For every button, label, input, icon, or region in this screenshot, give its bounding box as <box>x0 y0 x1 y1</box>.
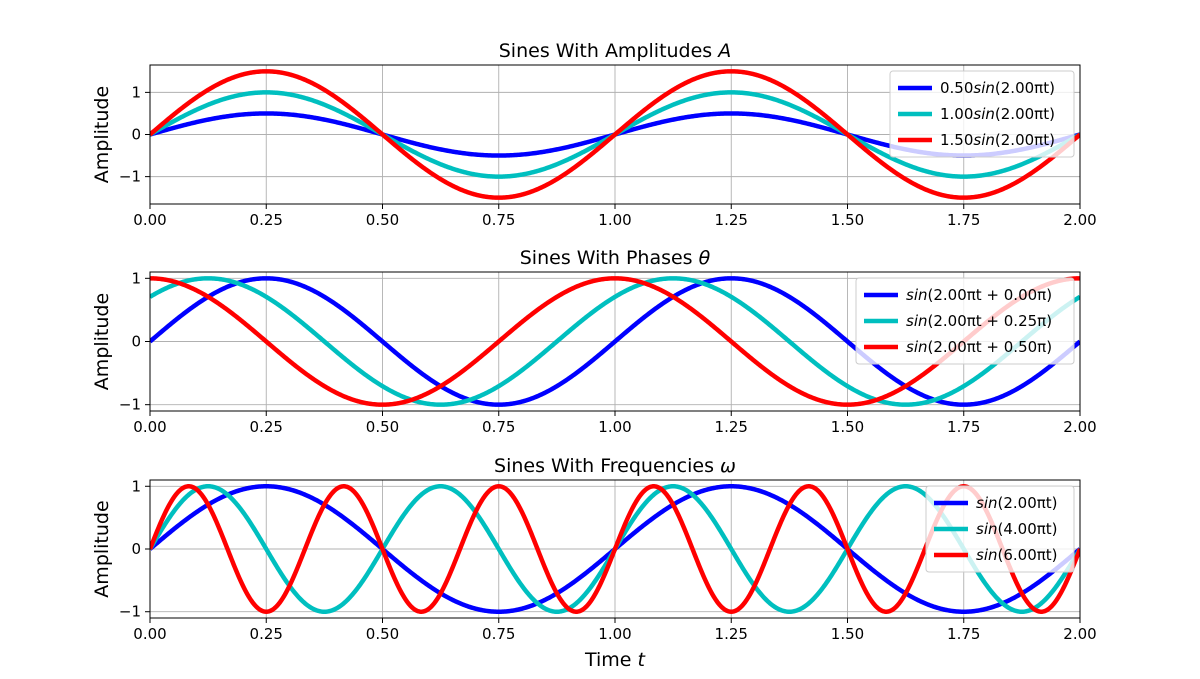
legend-entry-label: sin(2.00πt + 0.25π) <box>906 312 1052 330</box>
legend-entry-label: 0.50sin(2.00πt) <box>940 79 1055 97</box>
x-tick-label: 1.25 <box>715 625 748 643</box>
legend-entry-prefix: 1.00 <box>940 105 973 123</box>
x-tick-label: 0.75 <box>482 625 515 643</box>
legend-entry-argument: (2.00πt) <box>995 131 1055 149</box>
legend-entry-argument: (2.00πt + 0.50π) <box>928 338 1053 356</box>
x-tick-label: 1.75 <box>947 418 980 436</box>
x-tick-label: 0.50 <box>366 211 399 229</box>
y-axis-label: Amplitude <box>91 86 113 183</box>
legend-entry-label: sin(4.00πt) <box>976 520 1058 538</box>
y-tick-label: 0 <box>131 333 141 351</box>
x-tick-label: 1.25 <box>715 418 748 436</box>
x-tick-label: 1.00 <box>598 625 631 643</box>
legend-entry-function: sin <box>976 546 998 564</box>
x-tick-label: 1.00 <box>598 418 631 436</box>
series-group <box>150 276 1080 407</box>
legend-frame <box>855 277 1075 365</box>
legend-entry-argument: (2.00πt) <box>995 105 1055 123</box>
x-tick-label: 2.00 <box>1063 211 1096 229</box>
legend: sin(2.00πt + 0.00π)sin(2.00πt + 0.25π)si… <box>855 277 1075 365</box>
x-tick-label: 0.25 <box>250 211 283 229</box>
title-text: Sines With Phases <box>520 247 699 269</box>
y-tick-label: 0 <box>131 540 141 558</box>
subplot-title: Sines With Phases θ <box>520 247 711 269</box>
legend-entry-function: sin <box>906 312 928 330</box>
title-text: Sines With Frequencies <box>494 455 720 477</box>
y-tick-label: 0 <box>131 126 141 144</box>
legend-entry-argument: (2.00πt + 0.25π) <box>928 312 1053 330</box>
x-tick-label: 1.50 <box>831 418 864 436</box>
y-tick-label: −1 <box>119 168 141 186</box>
x-tick-label: 0.00 <box>133 418 166 436</box>
x-tick-label: 1.00 <box>598 211 631 229</box>
x-tick-label: 0.25 <box>250 418 283 436</box>
subplot-3: 0.00 0.25 0.50 0.75 1.00 1.25 1.50 1.75 2.00 −1 0 1… <box>91 455 1097 671</box>
series-group <box>150 484 1080 614</box>
title-symbol: ω <box>720 455 736 477</box>
x-tick-label: 0.50 <box>366 625 399 643</box>
legend-entry-label: sin(2.00πt + 0.50π) <box>906 338 1052 356</box>
x-axis-label-text: Time <box>584 649 638 671</box>
y-axis-label: Amplitude <box>91 293 113 390</box>
legend-entry-label: 1.50sin(2.00πt) <box>940 131 1055 149</box>
legend-entry-label: 1.00sin(2.00πt) <box>940 105 1055 123</box>
series-line-3 <box>150 69 1080 200</box>
x-tick-label: 0.75 <box>482 418 515 436</box>
x-tick-label: 2.00 <box>1063 625 1096 643</box>
x-tick-label: 2.00 <box>1063 418 1096 436</box>
x-tick-label: 0.25 <box>250 625 283 643</box>
x-tick-label: 0.50 <box>366 418 399 436</box>
title-symbol: θ <box>699 247 711 269</box>
series-line-3 <box>150 276 1080 407</box>
legend-entry-prefix: 1.50 <box>940 131 973 149</box>
y-tick-label: −1 <box>119 603 141 621</box>
subplot-2: 0.00 0.25 0.50 0.75 1.00 1.25 1.50 1.75 2.00 −1 0 1… <box>91 247 1097 436</box>
legend-entry-function: sin <box>976 494 998 512</box>
x-axis-label: Time t <box>584 649 647 671</box>
subplot-title: Sines With Amplitudes A <box>499 40 732 62</box>
x-tick-label: 1.75 <box>947 625 980 643</box>
y-axis-label: Amplitude <box>91 500 113 597</box>
series-line-3 <box>150 484 1080 614</box>
y-tick-label: 1 <box>131 477 141 495</box>
legend-entry-argument: (2.00πt) <box>995 79 1055 97</box>
x-tick-label: 0.00 <box>133 625 166 643</box>
legend-entry-function: sin <box>973 131 995 149</box>
x-tick-label: 0.75 <box>482 211 515 229</box>
legend-entry-function: sin <box>906 338 928 356</box>
legend-entry-argument: (2.00πt + 0.00π) <box>928 286 1053 304</box>
legend-frame <box>925 485 1075 573</box>
legend-entry-function: sin <box>976 520 998 538</box>
legend: 0.50sin(2.00πt)1.00sin(2.00πt)1.50sin(2.… <box>889 70 1075 158</box>
x-tick-label: 1.75 <box>947 211 980 229</box>
x-axis-label-symbol: t <box>638 649 647 671</box>
legend-entry-argument: (6.00πt) <box>998 546 1058 564</box>
legend-entry-function: sin <box>906 286 928 304</box>
x-tick-label: 1.25 <box>715 211 748 229</box>
legend-entry-function: sin <box>973 105 995 123</box>
series-line-1 <box>150 276 1080 407</box>
x-tick-label: 0.00 <box>133 211 166 229</box>
x-tick-label: 1.50 <box>831 625 864 643</box>
series-line-2 <box>150 276 1080 407</box>
legend-frame <box>889 70 1075 158</box>
legend-entry-label: sin(2.00πt + 0.00π) <box>906 286 1052 304</box>
title-symbol: A <box>716 40 731 62</box>
title-text: Sines With Amplitudes <box>499 40 719 62</box>
x-tick-label: 1.50 <box>831 211 864 229</box>
subplot-title: Sines With Frequencies ω <box>494 455 736 477</box>
legend-entry-label: sin(2.00πt) <box>976 494 1058 512</box>
legend-entry-argument: (4.00πt) <box>998 520 1058 538</box>
y-tick-label: 1 <box>131 83 141 101</box>
legend: sin(2.00πt)sin(4.00πt)sin(6.00πt) <box>925 485 1075 573</box>
legend-entry-function: sin <box>973 79 995 97</box>
y-tick-label: −1 <box>119 396 141 414</box>
legend-entry-prefix: 0.50 <box>940 79 973 97</box>
legend-entry-argument: (2.00πt) <box>998 494 1058 512</box>
subplot-1: 0.00 0.25 0.50 0.75 1.00 1.25 1.50 1.75 2.00 −1 0 1… <box>91 40 1097 229</box>
legend-entry-label: sin(6.00πt) <box>976 546 1058 564</box>
y-tick-label: 1 <box>131 269 141 287</box>
